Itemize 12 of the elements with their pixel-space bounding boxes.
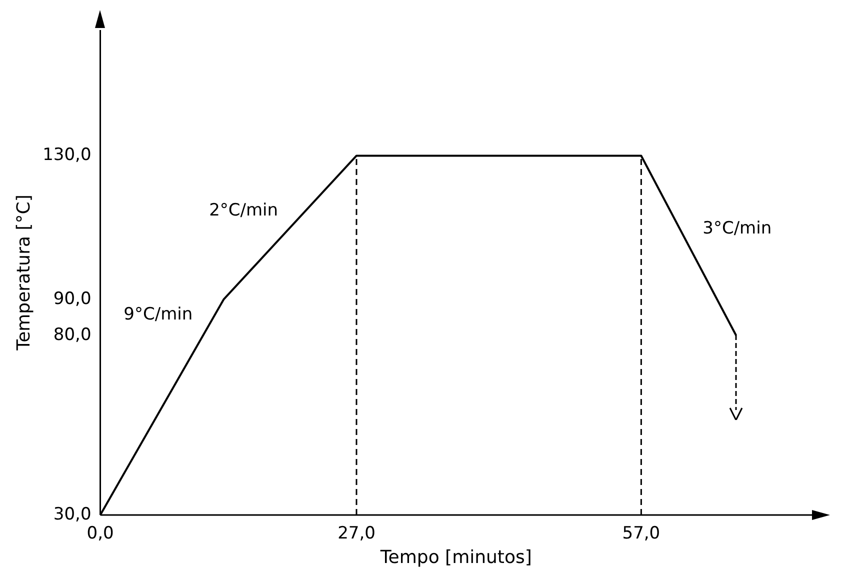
- x-tick-label: 0,0: [86, 524, 114, 544]
- y-tick-label: 30,0: [53, 504, 92, 524]
- annotation: 2°C/min: [209, 200, 278, 221]
- annotation: 3°C/min: [702, 218, 772, 238]
- x-tick-label: 57,0: [622, 524, 660, 544]
- y-axis-title: Temperatura [°C]: [13, 194, 34, 352]
- y-tick-label: 80,0: [53, 324, 92, 345]
- y-tick-label: 130,0: [42, 145, 92, 166]
- annotation: 9°C/min: [124, 304, 193, 325]
- x-tick-label: 27,0: [338, 524, 376, 544]
- x-axis-title: Tempo [minutos]: [379, 546, 532, 568]
- y-tick-label: 90,0: [53, 288, 92, 309]
